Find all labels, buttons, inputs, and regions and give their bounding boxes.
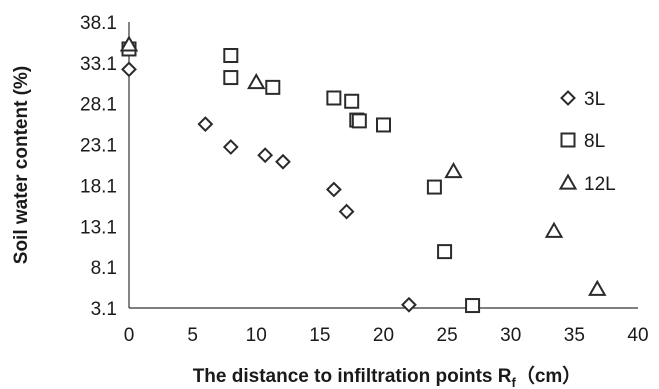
y-tick-label: 8.1 — [91, 258, 117, 279]
data-point-diamond — [275, 153, 291, 170]
x-tick-label: 5 — [187, 325, 198, 346]
legend-item-8L: 8L — [560, 131, 605, 152]
x-tick-label: 20 — [373, 325, 394, 346]
y-tick-label: 13.1 — [80, 217, 117, 238]
legend-item-3L: 3L — [560, 89, 605, 110]
y-tick-labels: 3.1 8.1 13.1 18.1 23.1 28.1 33.1 38.1 — [80, 13, 117, 320]
y-tick-label: 33.1 — [80, 54, 117, 75]
series-3L — [121, 61, 417, 313]
data-point-triangle — [119, 35, 139, 52]
x-axis-title: The distance to infiltration points Rf（c… — [193, 364, 582, 389]
data-point-square — [223, 48, 239, 64]
legend-label: 3L — [584, 89, 605, 110]
data-point-square — [326, 90, 342, 106]
x-axis-title-subscript: f — [511, 375, 516, 389]
y-tick-label: 38.1 — [80, 13, 117, 34]
data-point-diamond — [401, 296, 417, 313]
x-tick-label: 10 — [246, 325, 267, 346]
x-tick-label: 0 — [124, 325, 135, 346]
data-point-triangle — [544, 221, 564, 238]
y-tick-label: 28.1 — [80, 95, 117, 116]
y-axis-title: Soil water content (%) — [11, 66, 32, 264]
x-tick-label: 25 — [437, 325, 458, 346]
data-points — [119, 35, 607, 314]
legend-marker-diamond — [560, 90, 576, 106]
series-8L — [121, 41, 481, 314]
legend: 3L 8L 12L — [558, 89, 616, 195]
data-point-square — [344, 93, 360, 109]
data-point-triangle — [444, 162, 463, 179]
x-axis-title-main: The distance to infiltration points R — [193, 366, 512, 387]
data-point-square — [223, 70, 239, 86]
data-point-diamond — [325, 181, 342, 198]
legend-marker-square — [560, 132, 576, 148]
data-point-diamond — [197, 116, 214, 133]
data-point-diamond — [222, 139, 239, 155]
data-point-diamond — [338, 203, 355, 220]
x-tick-label: 35 — [564, 325, 585, 346]
y-tick-label: 23.1 — [80, 136, 117, 157]
y-tick-label: 18.1 — [80, 176, 117, 197]
data-point-square — [376, 117, 391, 133]
data-point-square — [465, 298, 481, 314]
x-tick-label: 40 — [627, 325, 648, 346]
x-tick-label: 15 — [309, 325, 330, 346]
data-point-square — [265, 79, 281, 95]
x-tick-label: 30 — [500, 325, 521, 346]
x-tick-labels: 0 5 10 15 20 25 30 35 40 — [124, 325, 649, 346]
series-12L — [119, 35, 607, 296]
legend-label: 12L — [584, 174, 616, 195]
y-tick-label: 3.1 — [91, 299, 117, 320]
data-point-square — [351, 113, 367, 129]
data-point-triangle — [588, 279, 607, 296]
data-point-diamond — [257, 147, 274, 164]
data-point-square — [426, 179, 442, 195]
data-point-diamond — [121, 61, 137, 78]
x-axis-title-unit: （cm） — [516, 364, 581, 387]
legend-label: 8L — [584, 131, 605, 152]
legend-item-12L: 12L — [558, 173, 616, 195]
data-point-square — [437, 244, 453, 260]
legend-marker-triangle — [558, 173, 578, 190]
data-point-triangle — [247, 72, 266, 90]
